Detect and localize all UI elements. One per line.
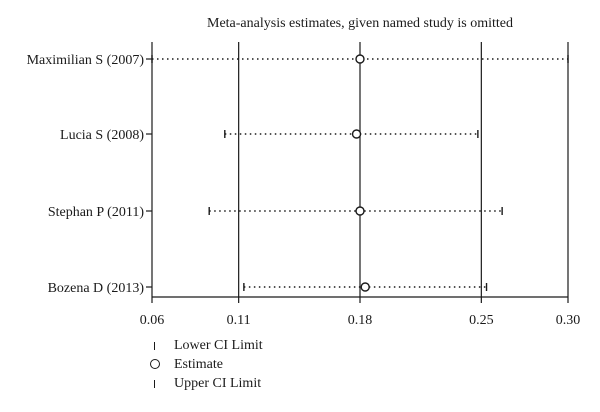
- study-label-0: Maximilian S (2007): [27, 53, 145, 68]
- study-label-2: Stephan P (2011): [48, 205, 145, 220]
- upper-ci-tick-icon: [150, 374, 168, 393]
- lower-ci-tick-icon: [150, 336, 168, 355]
- study-label-1: Lucia S (2008): [60, 128, 144, 143]
- x-tick-label-4: 0.30: [556, 313, 581, 328]
- legend-label-estimate: Estimate: [174, 356, 223, 372]
- legend-item-upper-ci: Upper CI Limit: [150, 374, 263, 393]
- estimate-circle-icon: [150, 355, 168, 374]
- legend-item-lower-ci: Lower CI Limit: [150, 336, 263, 355]
- legend-item-estimate: Estimate: [150, 355, 263, 374]
- legend-label-upper-ci: Upper CI Limit: [174, 375, 262, 391]
- legend: Lower CI Limit Estimate Upper CI Limit: [150, 336, 263, 393]
- x-tick-label-2: 0.18: [348, 313, 373, 328]
- x-tick-label-1: 0.11: [227, 313, 251, 328]
- estimate-point-2: [355, 206, 365, 216]
- legend-label-lower-ci: Lower CI Limit: [174, 337, 263, 353]
- x-tick-label-3: 0.25: [469, 313, 494, 328]
- estimate-point-0: [355, 54, 365, 64]
- estimate-point-3: [360, 282, 370, 292]
- chart-title: Meta-analysis estimates, given named stu…: [207, 16, 513, 31]
- x-tick-label-0: 0.06: [140, 313, 165, 328]
- study-label-3: Bozena D (2013): [48, 281, 145, 296]
- estimate-point-1: [351, 129, 362, 139]
